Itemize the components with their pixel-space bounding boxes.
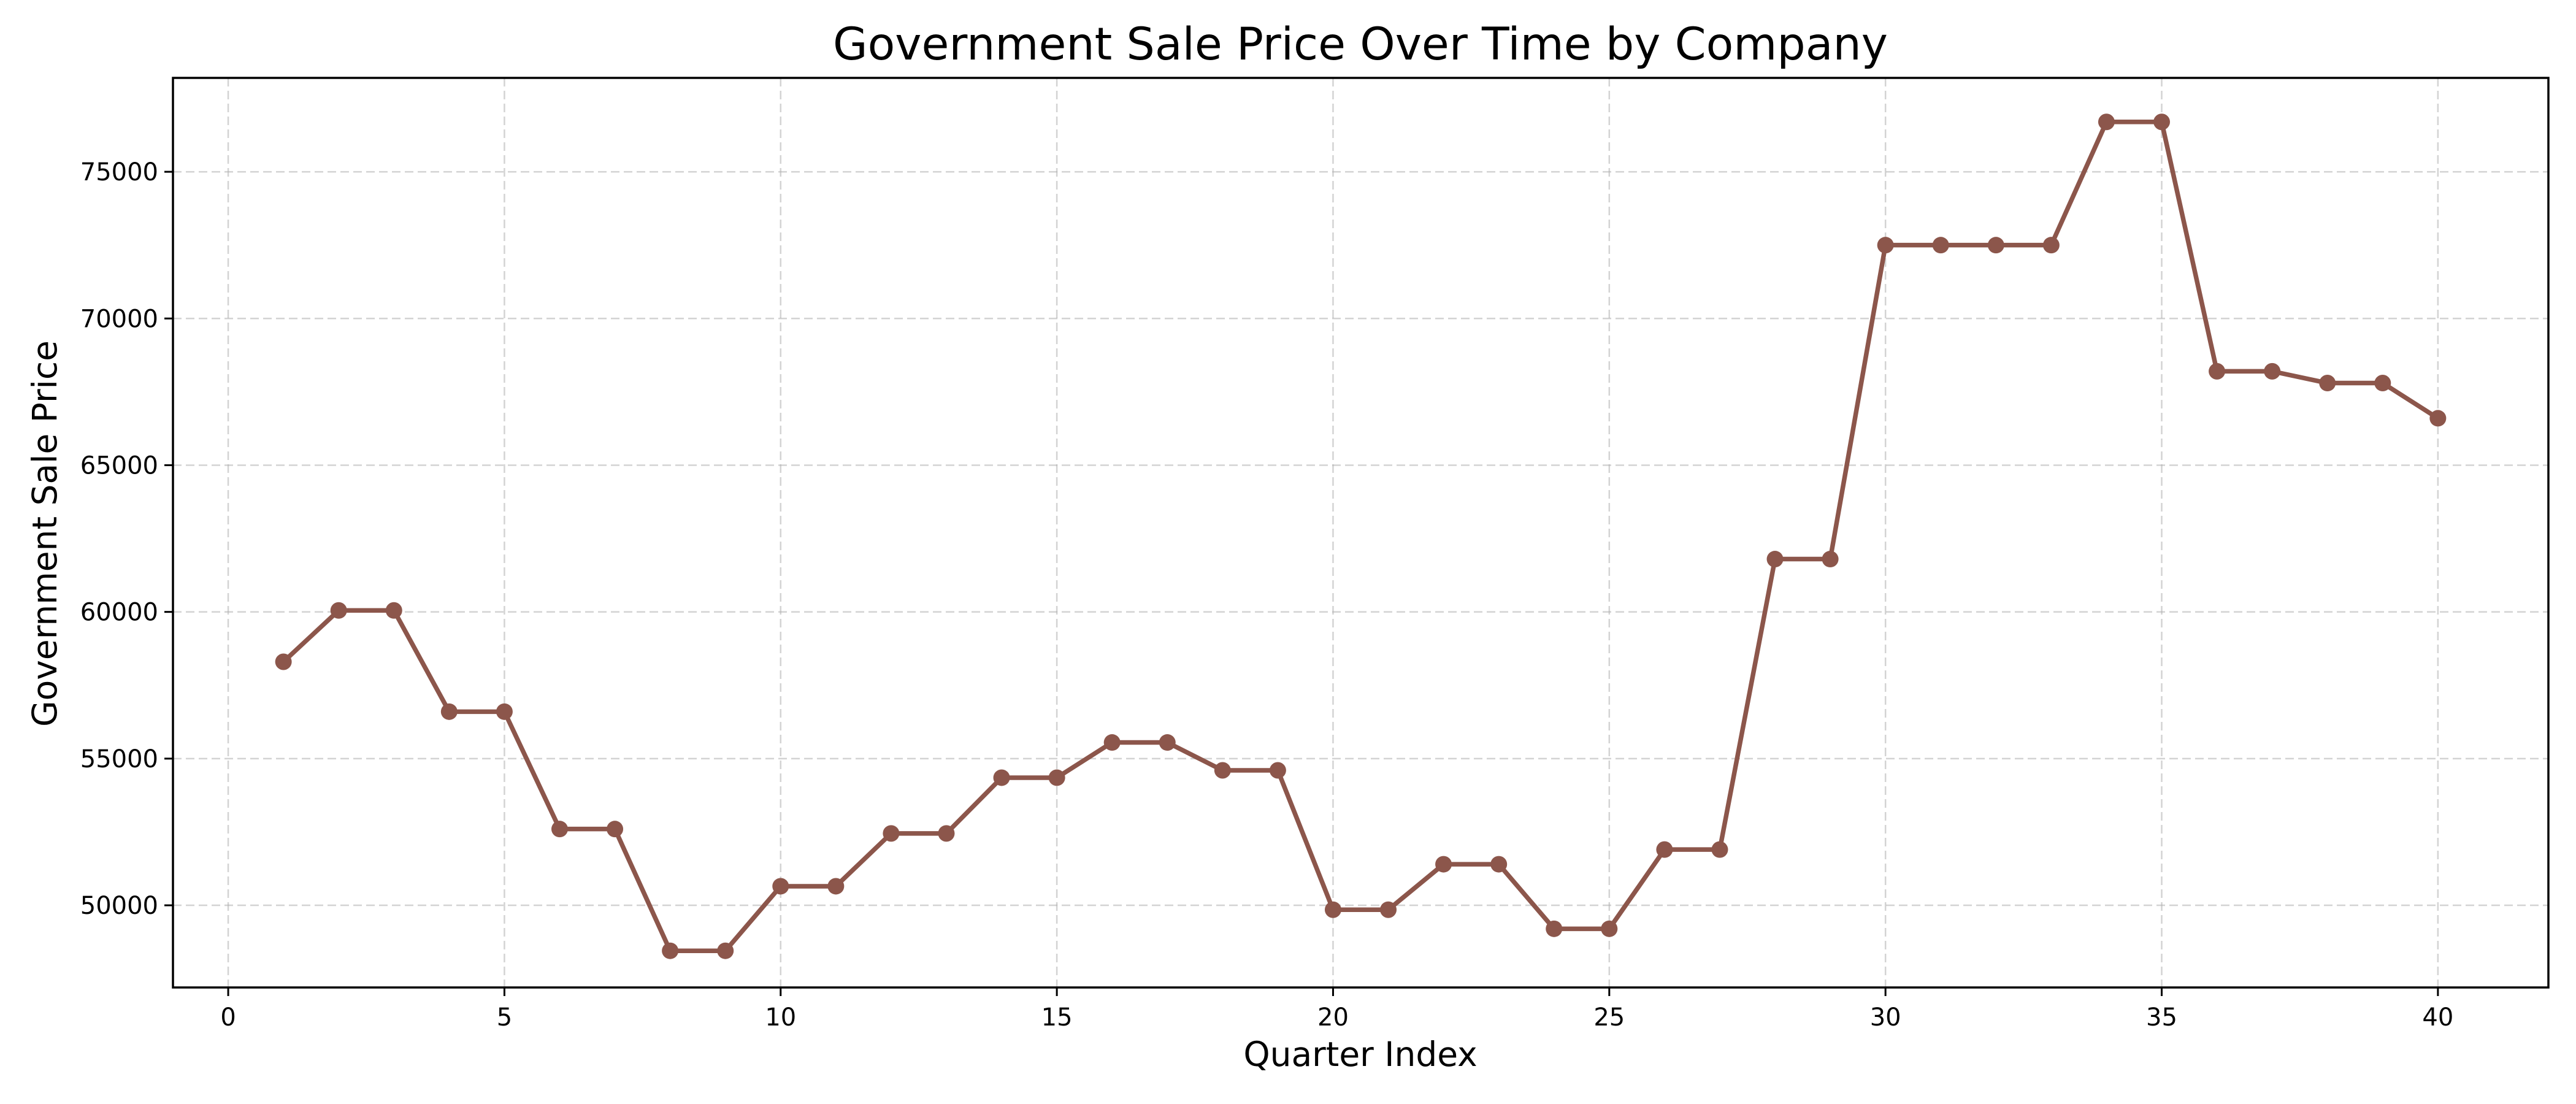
data-point	[1324, 901, 1341, 918]
data-point	[1766, 551, 1784, 568]
data-point	[2374, 375, 2391, 392]
x-tick-label: 40	[2422, 1003, 2453, 1032]
chart-title: Government Sale Price Over Time by Compa…	[833, 18, 1888, 71]
data-point	[2042, 237, 2060, 254]
data-point	[551, 821, 568, 838]
data-point	[1269, 762, 1286, 779]
series-line	[282, 120, 2439, 953]
data-point	[1711, 841, 1728, 858]
data-point	[1656, 841, 1673, 858]
y-tick-label: 50000	[80, 892, 158, 920]
data-point	[1103, 734, 1121, 751]
x-tick-label: 15	[1041, 1003, 1073, 1032]
data-point	[1048, 769, 1065, 786]
data-point	[2098, 113, 2115, 131]
data-point	[1159, 734, 1176, 751]
data-point	[772, 878, 789, 895]
y-tick-label: 75000	[80, 158, 158, 186]
axis-ticks: 0 5 10 15 20 25 30 35 40 50000 55000 60000 65000 7000…	[80, 158, 2454, 1032]
x-tick-label: 5	[497, 1003, 512, 1032]
plot-frame	[172, 77, 2550, 989]
x-tick-label: 0	[220, 1003, 236, 1032]
data-point	[1932, 237, 1949, 254]
grid	[173, 78, 2548, 987]
data-point	[1380, 901, 1397, 918]
y-axis-label: Government Sale Price	[25, 340, 64, 727]
data-point	[2264, 362, 2281, 380]
x-tick-label: 25	[1593, 1003, 1625, 1032]
data-point	[662, 942, 679, 959]
data-point	[717, 942, 734, 959]
x-tick-label: 20	[1317, 1003, 1349, 1032]
data-point	[938, 825, 955, 842]
data-point	[1877, 237, 1894, 254]
x-tick-label: 30	[1870, 1003, 1901, 1032]
x-tick-label: 10	[765, 1003, 796, 1032]
data-point	[883, 825, 900, 842]
data-point	[496, 703, 513, 720]
x-axis-label: Quarter Index	[1243, 1035, 1477, 1074]
data-point	[993, 769, 1010, 786]
series-layer	[275, 113, 2447, 959]
data-point	[1435, 856, 1452, 873]
y-tick-label: 70000	[80, 305, 158, 333]
data-point	[827, 878, 845, 895]
data-point	[1490, 856, 1508, 873]
data-point	[440, 703, 458, 720]
data-point	[275, 653, 292, 670]
x-tick-label: 35	[2146, 1003, 2177, 1032]
y-tick-label: 55000	[80, 745, 158, 773]
y-tick-label: 60000	[80, 599, 158, 627]
data-point	[607, 821, 624, 838]
data-point	[2429, 410, 2447, 427]
data-point	[1601, 920, 1618, 937]
data-point	[1987, 237, 2004, 254]
data-point	[1214, 762, 1231, 779]
data-point	[1822, 551, 1839, 568]
data-point	[2319, 375, 2336, 392]
data-point	[1546, 920, 1563, 937]
data-point	[2209, 362, 2226, 380]
data-point	[385, 602, 402, 619]
data-point	[2153, 113, 2171, 131]
data-point	[330, 602, 347, 619]
y-tick-label: 65000	[80, 451, 158, 480]
